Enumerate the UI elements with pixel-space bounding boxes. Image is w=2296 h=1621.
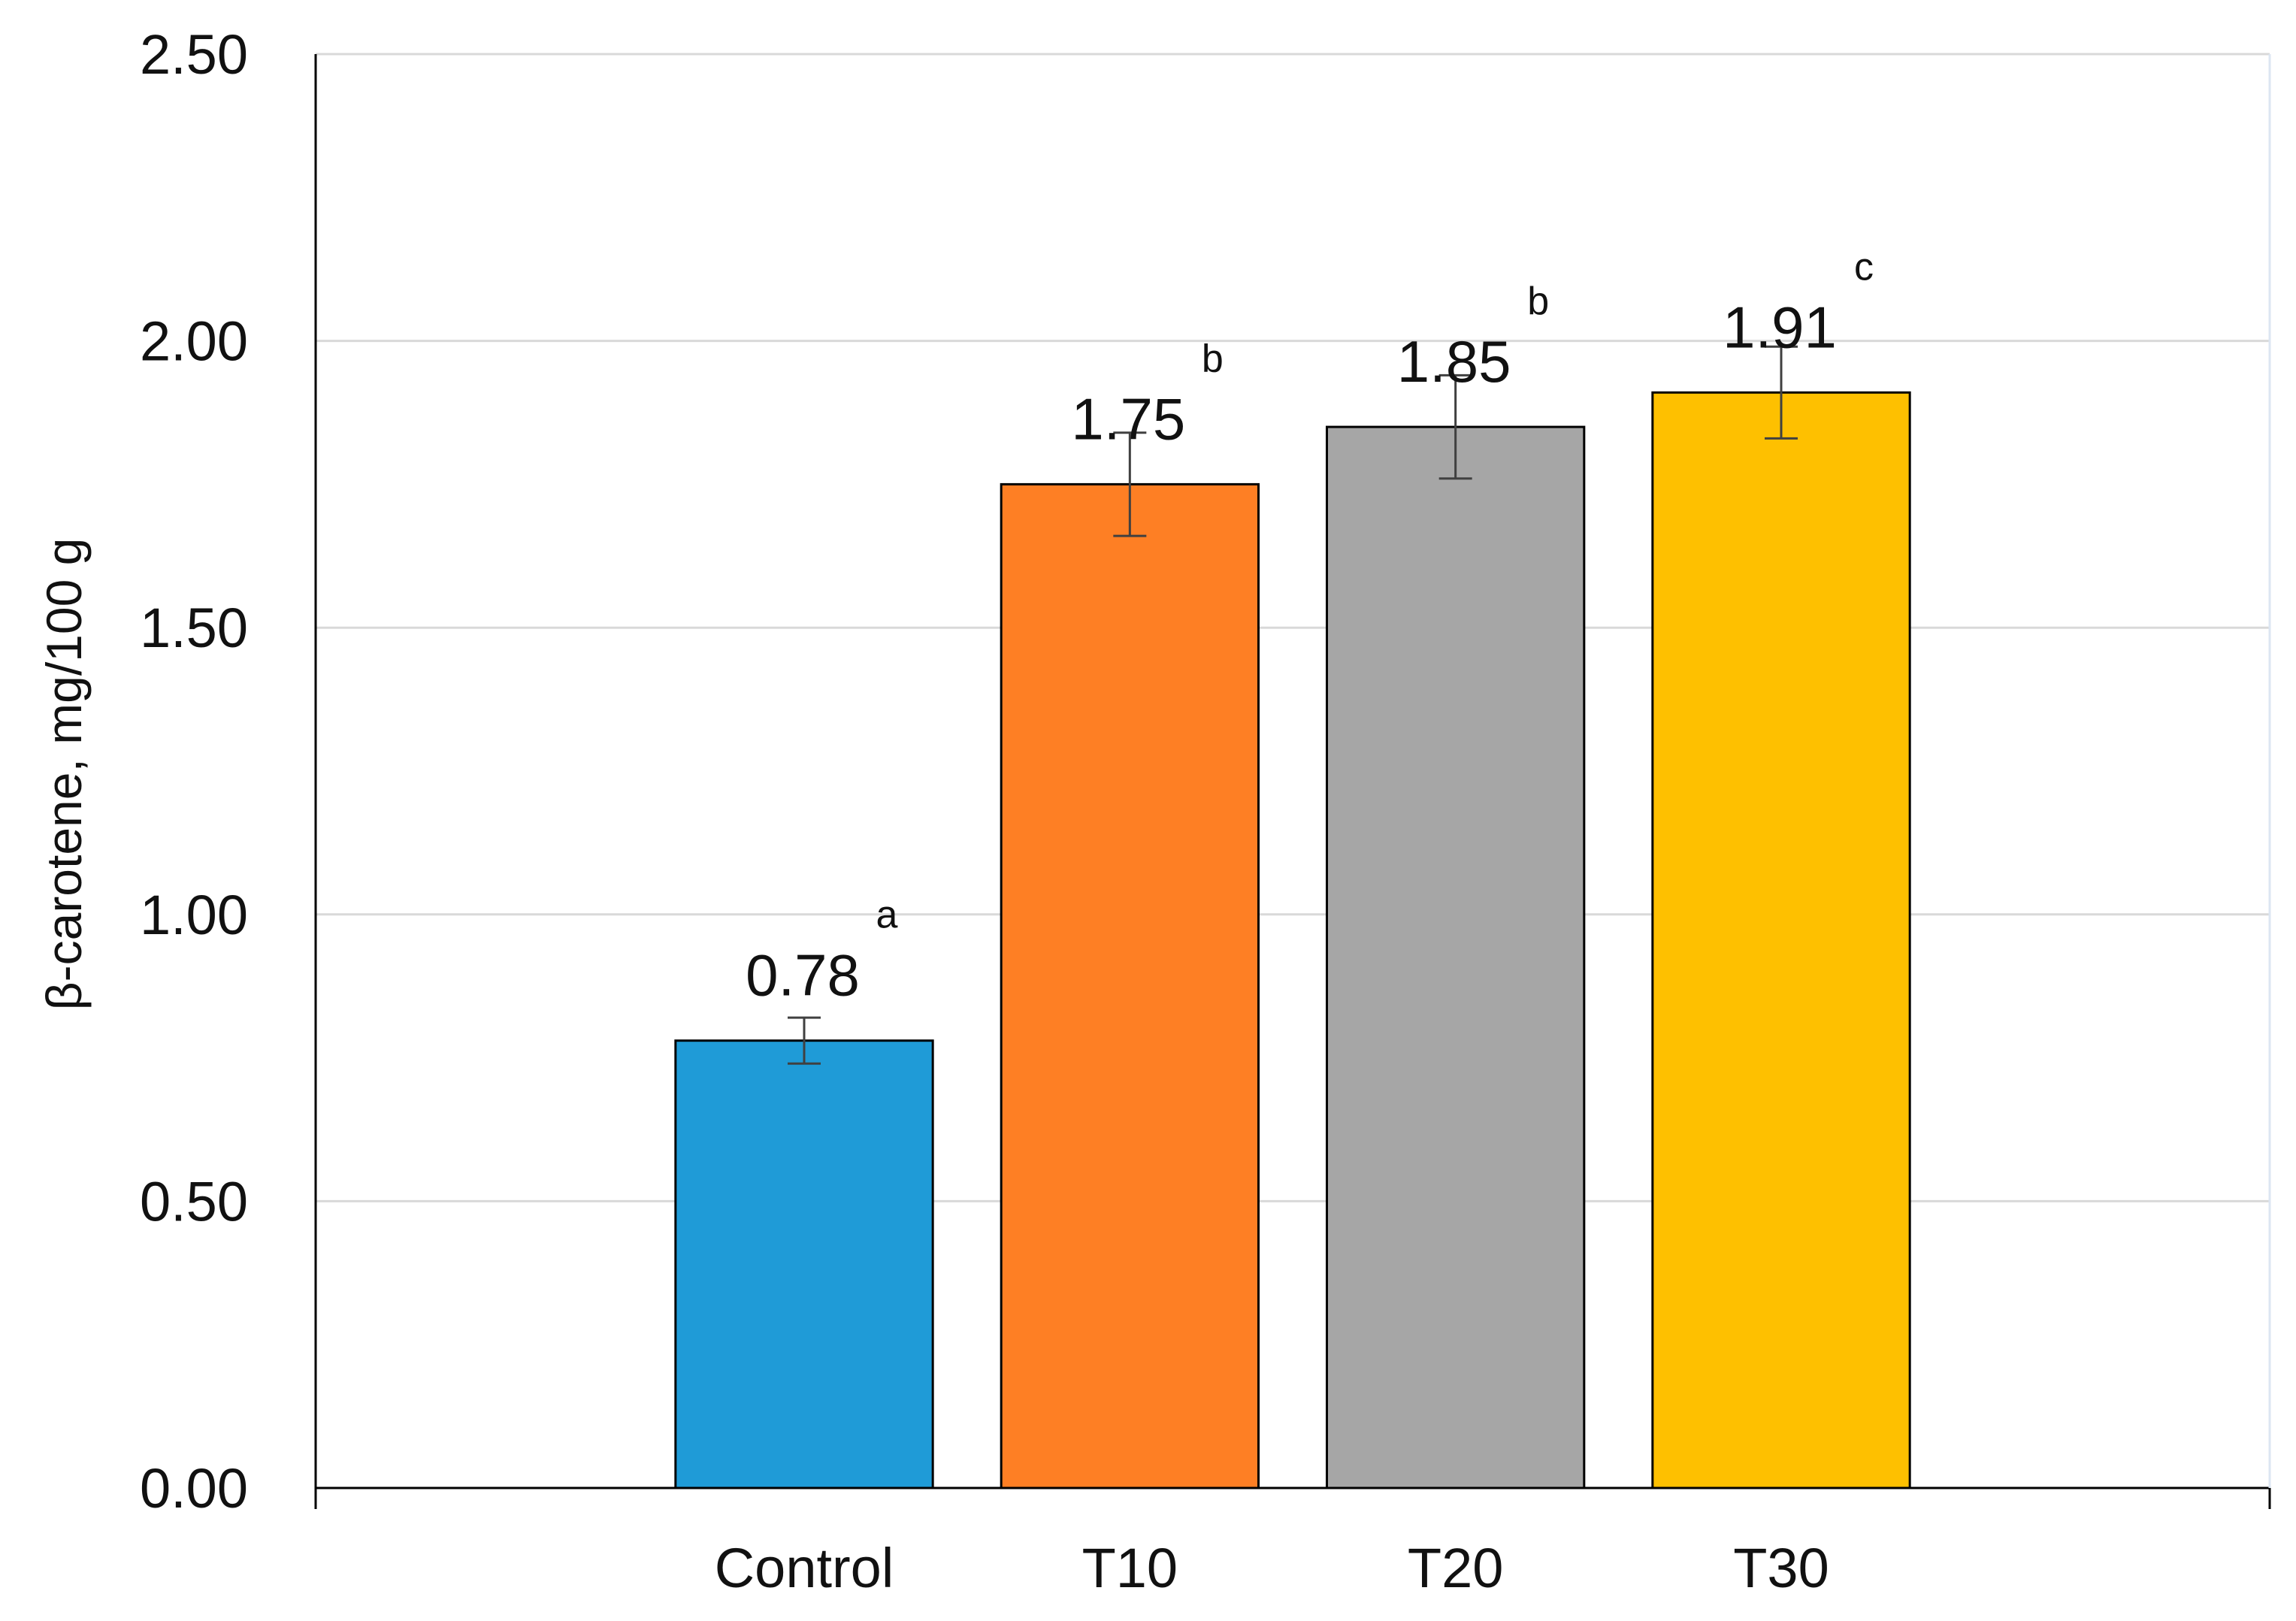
y-tick-label: 2.00	[140, 310, 248, 373]
bar-control	[674, 1039, 934, 1489]
significance-letter: a	[876, 894, 898, 937]
data-label: 1.91	[1723, 294, 1837, 360]
gridlines	[316, 53, 2270, 1202]
y-tick-label: 1.00	[140, 884, 248, 946]
x-tick-label: T10	[1082, 1537, 1178, 1599]
x-tick-label: T20	[1408, 1537, 1504, 1599]
significance-letter: b	[1202, 337, 1224, 380]
bar-t20	[1326, 425, 1586, 1489]
axes	[314, 54, 2271, 1509]
x-tick-label: Control	[715, 1537, 894, 1599]
y-tick-label: 0.50	[140, 1170, 248, 1232]
y-tick-label: 1.50	[140, 597, 248, 659]
y-tick-label: 2.50	[140, 23, 248, 86]
y-tick-label: 0.00	[140, 1457, 248, 1520]
data-label: 1.85	[1397, 328, 1511, 395]
bars	[674, 345, 1911, 1489]
data-label: 1.75	[1071, 386, 1185, 452]
labels: 0.00 0.50 1.00 1.50 2.00 2.50 0.78 a Control 1.75…	[140, 23, 1874, 1599]
significance-letter: b	[1527, 280, 1549, 323]
x-tick-label: T30	[1733, 1537, 1829, 1599]
y-axis-title: β-carotene, mg/100 g	[36, 538, 92, 1011]
data-label: 0.78	[746, 942, 860, 1009]
bar-t30	[1651, 391, 1911, 1489]
bar-t10	[1000, 482, 1260, 1489]
significance-letter: c	[1854, 245, 1874, 289]
